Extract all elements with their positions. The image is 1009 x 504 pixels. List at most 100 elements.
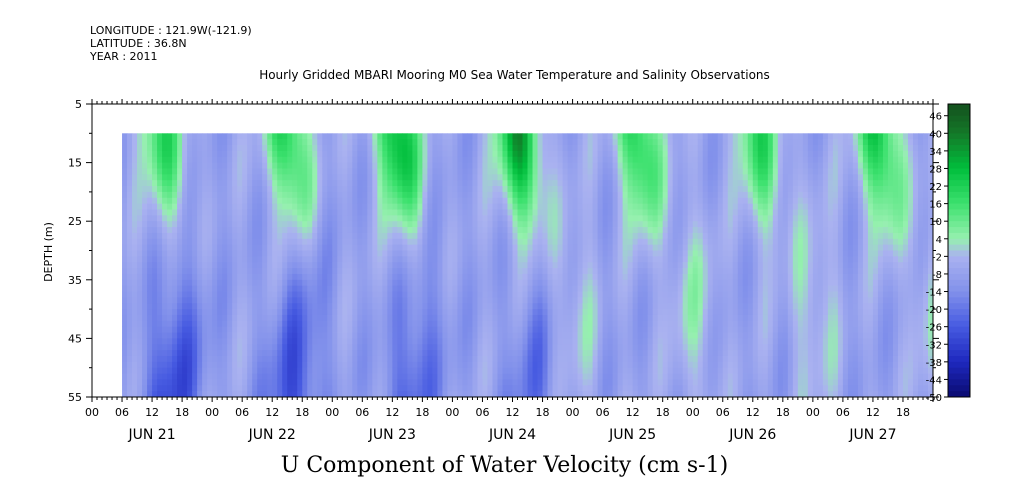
- heatmap-cell: [537, 379, 543, 386]
- heatmap-cell: [662, 168, 669, 175]
- heatmap-cell: [437, 373, 443, 380]
- heatmap-cell: [257, 197, 263, 205]
- heatmap-cell: [482, 180, 488, 187]
- heatmap-cell: [277, 191, 283, 199]
- heatmap-cell: [562, 361, 568, 369]
- heatmap-cell: [557, 350, 563, 357]
- heatmap-cell: [152, 238, 158, 246]
- heatmap-cell: [547, 215, 553, 222]
- heatmap-cell: [187, 391, 193, 397]
- heatmap-cell: [512, 391, 518, 397]
- heatmap-cell: [482, 150, 488, 158]
- heatmap-cell: [312, 180, 318, 187]
- heatmap-cell: [337, 197, 343, 205]
- heatmap-cell: [187, 373, 193, 380]
- heatmap-cell: [627, 203, 634, 210]
- heatmap-cell: [587, 180, 593, 187]
- heatmap-cell: [597, 344, 604, 351]
- heatmap-cell: [587, 320, 593, 328]
- heatmap-cell: [412, 250, 418, 257]
- heatmap-cell: [597, 320, 604, 328]
- heatmap-cell: [672, 297, 679, 304]
- heatmap-cell: [357, 203, 363, 210]
- heatmap-cell: [282, 209, 288, 216]
- heatmap-cell: [447, 168, 453, 175]
- heatmap-cell: [362, 279, 368, 287]
- heatmap-cell: [277, 139, 283, 146]
- heatmap-cell: [352, 350, 358, 357]
- heatmap-cell: [372, 244, 378, 251]
- heatmap-cell: [477, 273, 483, 281]
- heatmap-cell: [332, 303, 338, 310]
- heatmap-cell: [447, 367, 453, 374]
- heatmap-cell: [427, 186, 433, 193]
- heatmap-cell: [267, 174, 273, 181]
- heatmap-cell: [152, 186, 158, 193]
- heatmap-cell: [642, 326, 649, 333]
- heatmap-cell: [182, 209, 188, 216]
- heatmap-cell: [592, 361, 599, 369]
- heatmap-cell: [517, 232, 523, 240]
- heatmap-cell: [587, 303, 593, 310]
- heatmap-cell: [312, 250, 318, 257]
- heatmap-cell: [592, 244, 599, 251]
- heatmap-cell: [192, 139, 198, 146]
- heatmap-cell: [302, 285, 308, 292]
- heatmap-cell: [337, 273, 343, 281]
- heatmap-cell: [457, 232, 463, 240]
- heatmap-cell: [572, 268, 578, 275]
- heatmap-cell: [327, 262, 333, 269]
- heatmap-cell: [242, 191, 248, 199]
- heatmap-cell: [297, 250, 303, 257]
- heatmap-cell: [402, 162, 408, 169]
- heatmap-cell: [627, 344, 634, 351]
- heatmap-cell: [332, 232, 338, 240]
- heatmap-cell: [142, 344, 148, 351]
- heatmap-cell: [277, 232, 283, 240]
- heatmap-cell: [367, 168, 373, 175]
- heatmap-cell: [272, 191, 278, 199]
- heatmap-cell: [372, 367, 378, 374]
- heatmap-cell: [527, 250, 533, 257]
- heatmap-cell: [487, 303, 493, 310]
- heatmap-cell: [377, 355, 383, 363]
- heatmap-cell: [272, 186, 278, 193]
- heatmap-cell: [652, 385, 659, 392]
- heatmap-cell: [417, 145, 423, 152]
- heatmap-cell: [142, 139, 148, 146]
- heatmap-cell: [412, 174, 418, 181]
- heatmap-cell: [332, 197, 338, 205]
- heatmap-cell: [612, 191, 619, 199]
- heatmap-cell: [412, 232, 418, 240]
- heatmap-cell: [312, 191, 318, 199]
- heatmap-cell: [467, 391, 473, 397]
- heatmap-cell: [567, 215, 573, 222]
- heatmap-cell: [312, 238, 318, 246]
- heatmap-cell: [342, 145, 348, 152]
- heatmap-cell: [647, 332, 654, 339]
- heatmap-cell: [522, 256, 528, 263]
- heatmap-cell: [637, 197, 644, 205]
- heatmap-cell: [187, 309, 193, 316]
- heatmap-cell: [147, 367, 153, 374]
- heatmap-cell: [532, 150, 538, 158]
- heatmap-cell: [167, 285, 173, 292]
- heatmap-cell: [512, 168, 518, 175]
- heatmap-cell: [572, 168, 578, 175]
- heatmap-cell: [582, 156, 588, 163]
- heatmap-cell: [297, 150, 303, 158]
- heatmap-cell: [437, 162, 443, 169]
- heatmap-cell: [462, 268, 468, 275]
- heatmap-cell: [352, 244, 358, 251]
- heatmap-cell: [192, 268, 198, 275]
- heatmap-cell: [407, 367, 413, 374]
- heatmap-cell: [657, 197, 664, 205]
- heatmap-cell: [602, 162, 609, 169]
- heatmap-cell: [207, 309, 213, 316]
- heatmap-cell: [617, 238, 624, 246]
- heatmap-cell: [387, 391, 393, 397]
- heatmap-cell: [167, 244, 173, 251]
- heatmap-cell: [607, 156, 614, 163]
- heatmap-cell: [197, 273, 203, 281]
- heatmap-cell: [577, 361, 583, 369]
